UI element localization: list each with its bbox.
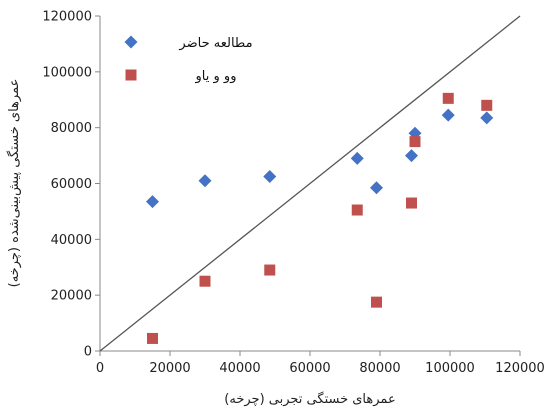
data-point-diamond — [480, 111, 494, 125]
series-2 — [147, 92, 493, 344]
reference-line-group — [99, 15, 521, 352]
x-tick-label: 0 — [96, 361, 104, 376]
data-point-square — [406, 197, 417, 209]
x-tick-label: 100000 — [425, 361, 475, 376]
y-tick-label: 20000 — [51, 289, 92, 304]
y-tick-label: 60000 — [51, 177, 92, 192]
legend-item-2: وو و یاو — [125, 69, 237, 84]
x-tick-label: 40000 — [219, 361, 260, 376]
data-point-diamond — [198, 174, 212, 188]
x-axis-ticks: 0 20000 40000 60000 80000 100000 120000 — [96, 351, 545, 376]
legend-item-1: مطالعه حاضر — [124, 35, 253, 51]
data-point-diamond — [441, 108, 455, 122]
data-point-diamond — [263, 170, 277, 184]
y-tick-label: 120000 — [42, 10, 92, 25]
y-axis-ticks: 0 20000 40000 60000 80000 100000 120000 — [42, 10, 100, 360]
y-axis-title: عمرهای خستگی پیش‌بینی‌شده (چرخه) — [6, 79, 22, 288]
legend-marker-square — [125, 69, 137, 81]
legend-marker-diamond — [124, 35, 138, 49]
x-tick-label: 120000 — [495, 361, 545, 376]
data-point-square — [199, 275, 211, 287]
data-point-square — [351, 204, 363, 216]
legend-label: وو و یاو — [195, 69, 237, 84]
y-tick-label: 80000 — [51, 121, 92, 136]
data-point-diamond — [350, 151, 364, 165]
x-axis-title: عمرهای خستگی تجربی (چرخه) — [224, 391, 395, 407]
data-points — [146, 92, 494, 344]
data-point-square — [147, 332, 158, 344]
x-tick-label: 80000 — [359, 361, 400, 376]
series-1 — [146, 108, 494, 209]
reference-line — [99, 15, 521, 352]
x-tick-label: 20000 — [149, 361, 190, 376]
legend-label: مطالعه حاضر — [178, 36, 252, 51]
data-point-square — [264, 264, 276, 276]
y-tick-label: 0 — [84, 345, 92, 360]
legend: مطالعه حاضر وو و یاو — [124, 35, 253, 84]
data-point-diamond — [405, 149, 418, 163]
data-point-square — [409, 136, 421, 148]
data-point-diamond — [370, 181, 383, 195]
y-tick-label: 100000 — [42, 65, 92, 80]
data-point-diamond — [146, 195, 159, 209]
data-point-square — [481, 99, 493, 111]
data-point-square — [442, 92, 454, 104]
data-point-square — [371, 296, 382, 308]
y-tick-label: 40000 — [51, 233, 92, 248]
x-tick-label: 60000 — [289, 361, 330, 376]
